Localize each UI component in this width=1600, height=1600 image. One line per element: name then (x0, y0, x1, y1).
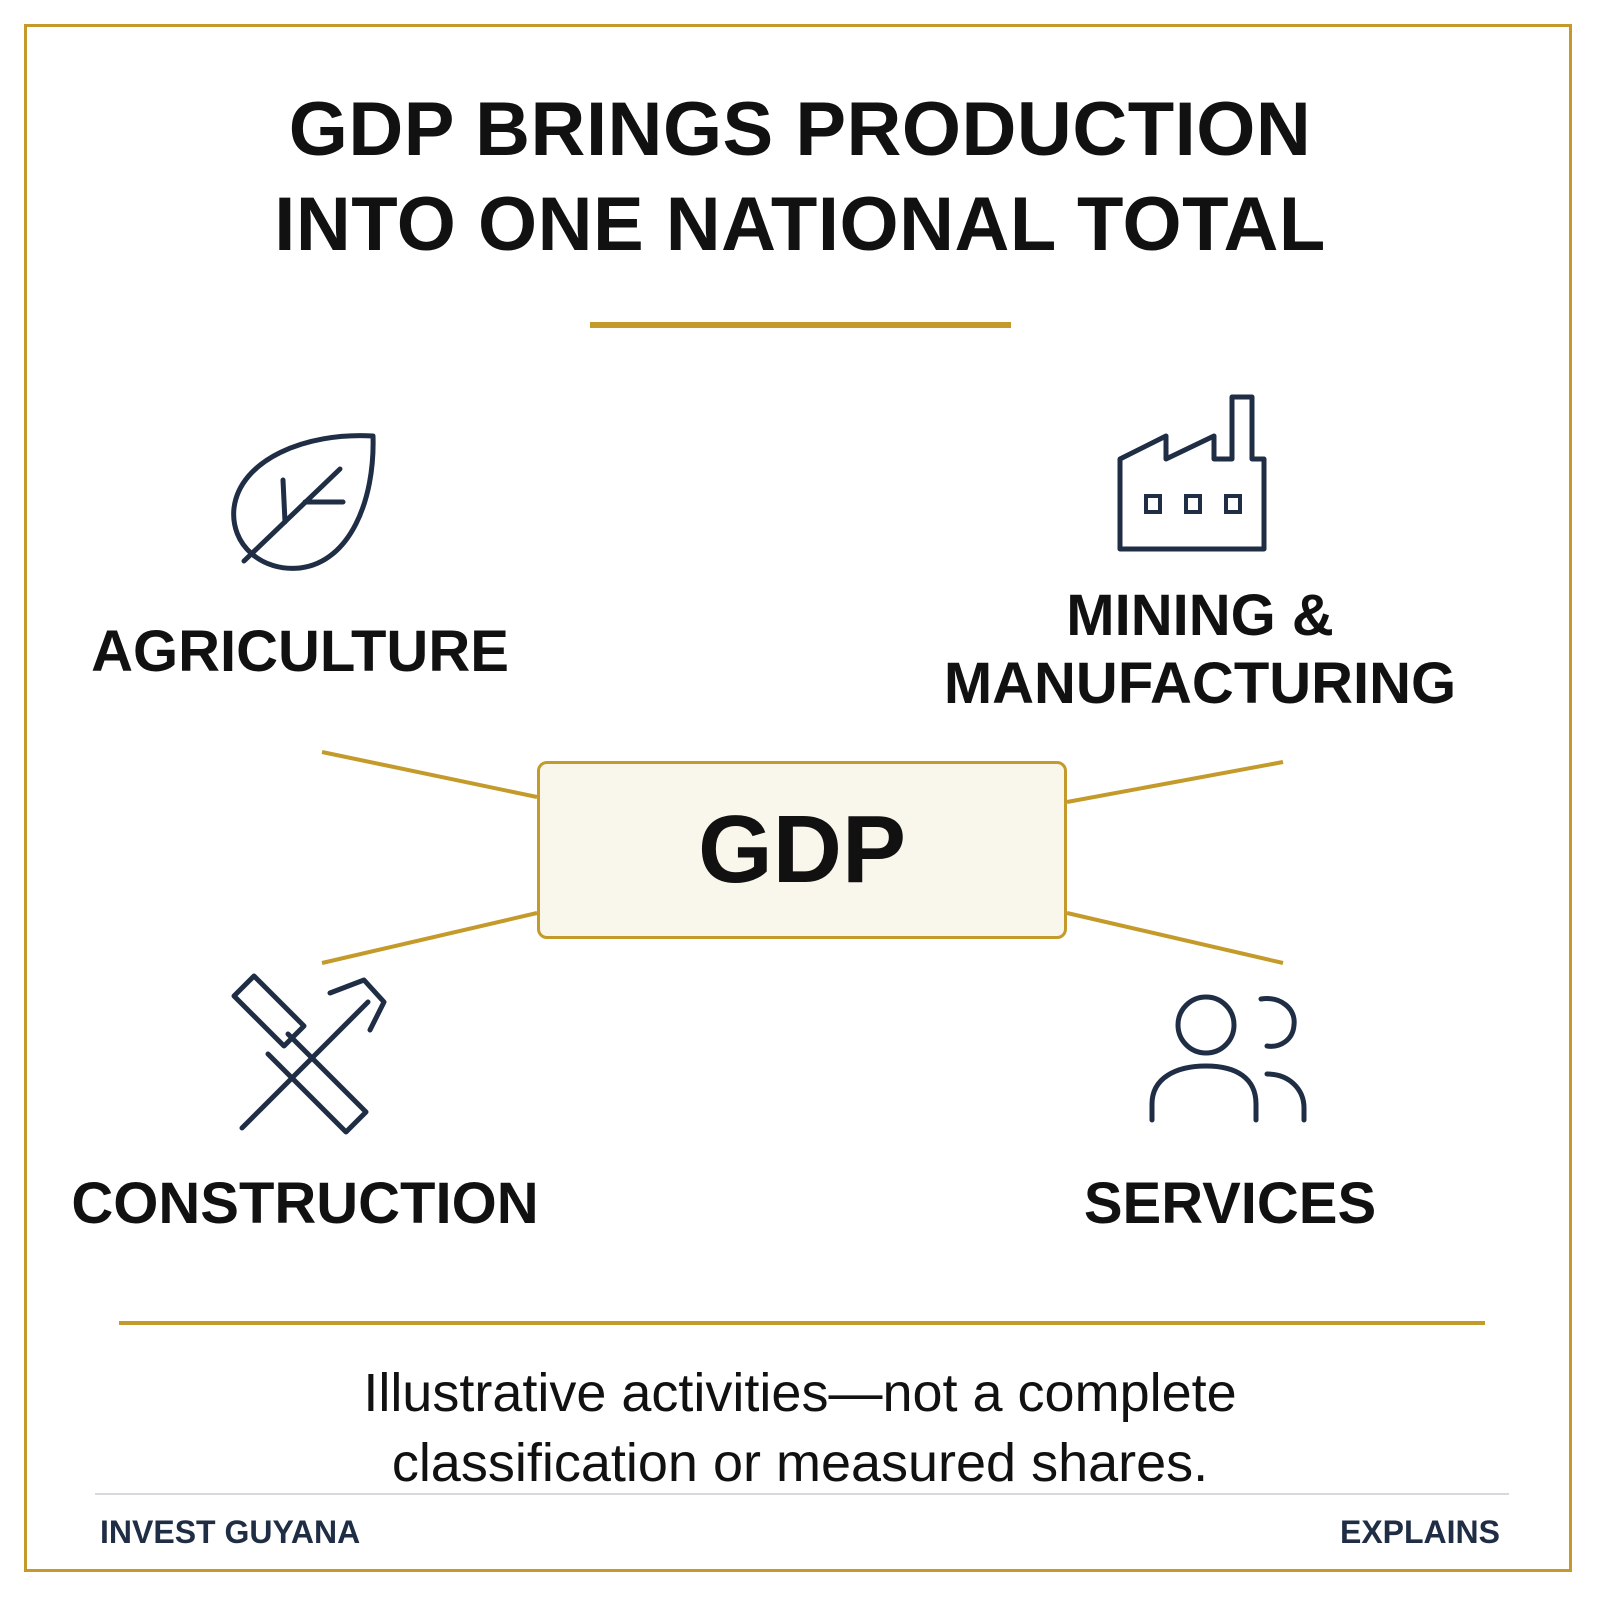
footer-divider (95, 1493, 1509, 1495)
gdp-box: GDP (537, 761, 1067, 939)
people-icon (1149, 994, 1307, 1123)
mining-label-line-1: MINING & (1066, 583, 1334, 648)
connector-construction (321, 911, 538, 965)
gdp-label: GDP (697, 796, 907, 903)
sector-label-construction: CONSTRUCTION (71, 1171, 539, 1236)
connector-agriculture (321, 750, 538, 799)
leaf-icon (231, 433, 376, 571)
title-line-1: GDP BRINGS PRODUCTION (288, 87, 1312, 172)
footer-series-label: EXPLAINS (1339, 1514, 1500, 1550)
bottom-divider (119, 1321, 1485, 1325)
mining-label-line-2: MANUFACTURING (943, 651, 1457, 716)
note-line-1: Illustrative activities—not a complete (363, 1363, 1237, 1423)
page-title: GDP BRINGS PRODUCTION INTO ONE NATIONAL … (0, 82, 1600, 272)
connector-services (1066, 911, 1284, 965)
connector-mining (1066, 760, 1284, 804)
title-line-2: INTO ONE NATIONAL TOTAL (274, 182, 1326, 267)
title-divider (590, 322, 1011, 328)
sector-label-mining-manufacturing: MINING & MANUFACTURING (905, 582, 1495, 718)
page-frame (24, 24, 1572, 1572)
sector-label-services: SERVICES (1083, 1171, 1377, 1236)
tools-icon (231, 973, 387, 1135)
sector-label-agriculture: AGRICULTURE (91, 619, 509, 684)
disclaimer-note: Illustrative activities—not a complete c… (0, 1358, 1600, 1498)
note-line-2: classification or measured shares. (391, 1433, 1209, 1493)
factory-icon (1117, 394, 1267, 552)
footer-brand: INVEST GUYANA (100, 1514, 361, 1550)
